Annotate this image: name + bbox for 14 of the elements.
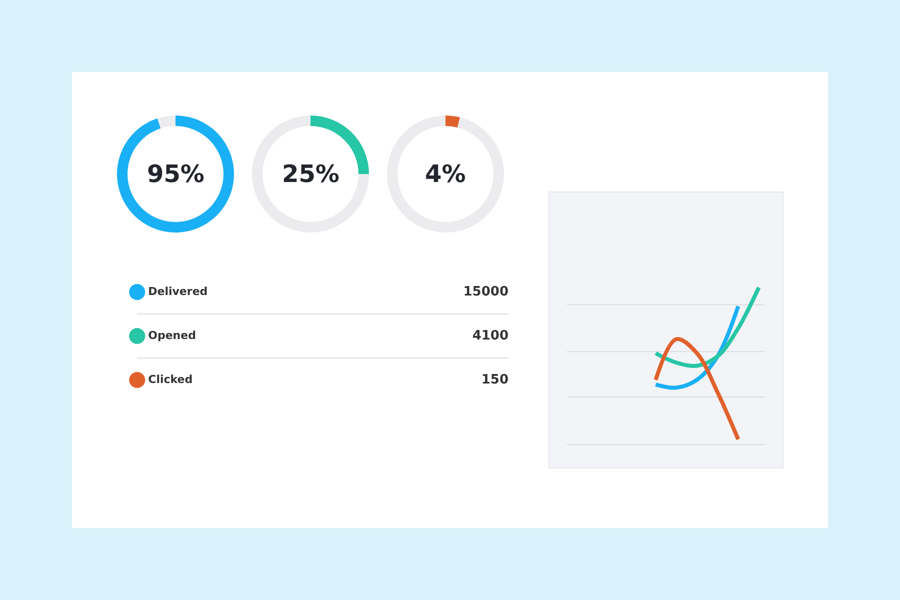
category-label: Opened	[148, 328, 196, 342]
donut-slice	[157, 116, 176, 128]
text: 4%	[425, 160, 466, 188]
text: 25%	[282, 160, 340, 188]
data-label: 15000	[463, 284, 508, 300]
donut-slice	[117, 116, 234, 232]
donut-slice	[387, 116, 504, 232]
donut-slice	[446, 116, 460, 128]
text: 95%	[147, 160, 204, 188]
donut-slice	[252, 116, 369, 232]
data-label: 150	[481, 372, 508, 388]
category-label: Delivered	[148, 284, 208, 298]
category-label: Clicked	[148, 372, 193, 386]
data-label: 4100	[472, 328, 508, 344]
